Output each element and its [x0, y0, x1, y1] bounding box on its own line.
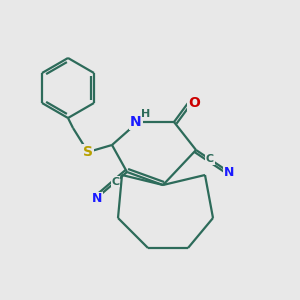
- Text: N: N: [92, 192, 102, 205]
- Text: H: H: [141, 109, 151, 119]
- Text: N: N: [224, 166, 234, 178]
- Text: N: N: [130, 115, 142, 129]
- Text: C: C: [206, 154, 214, 164]
- Text: O: O: [188, 96, 200, 110]
- Text: C: C: [111, 177, 119, 187]
- Text: S: S: [83, 145, 93, 159]
